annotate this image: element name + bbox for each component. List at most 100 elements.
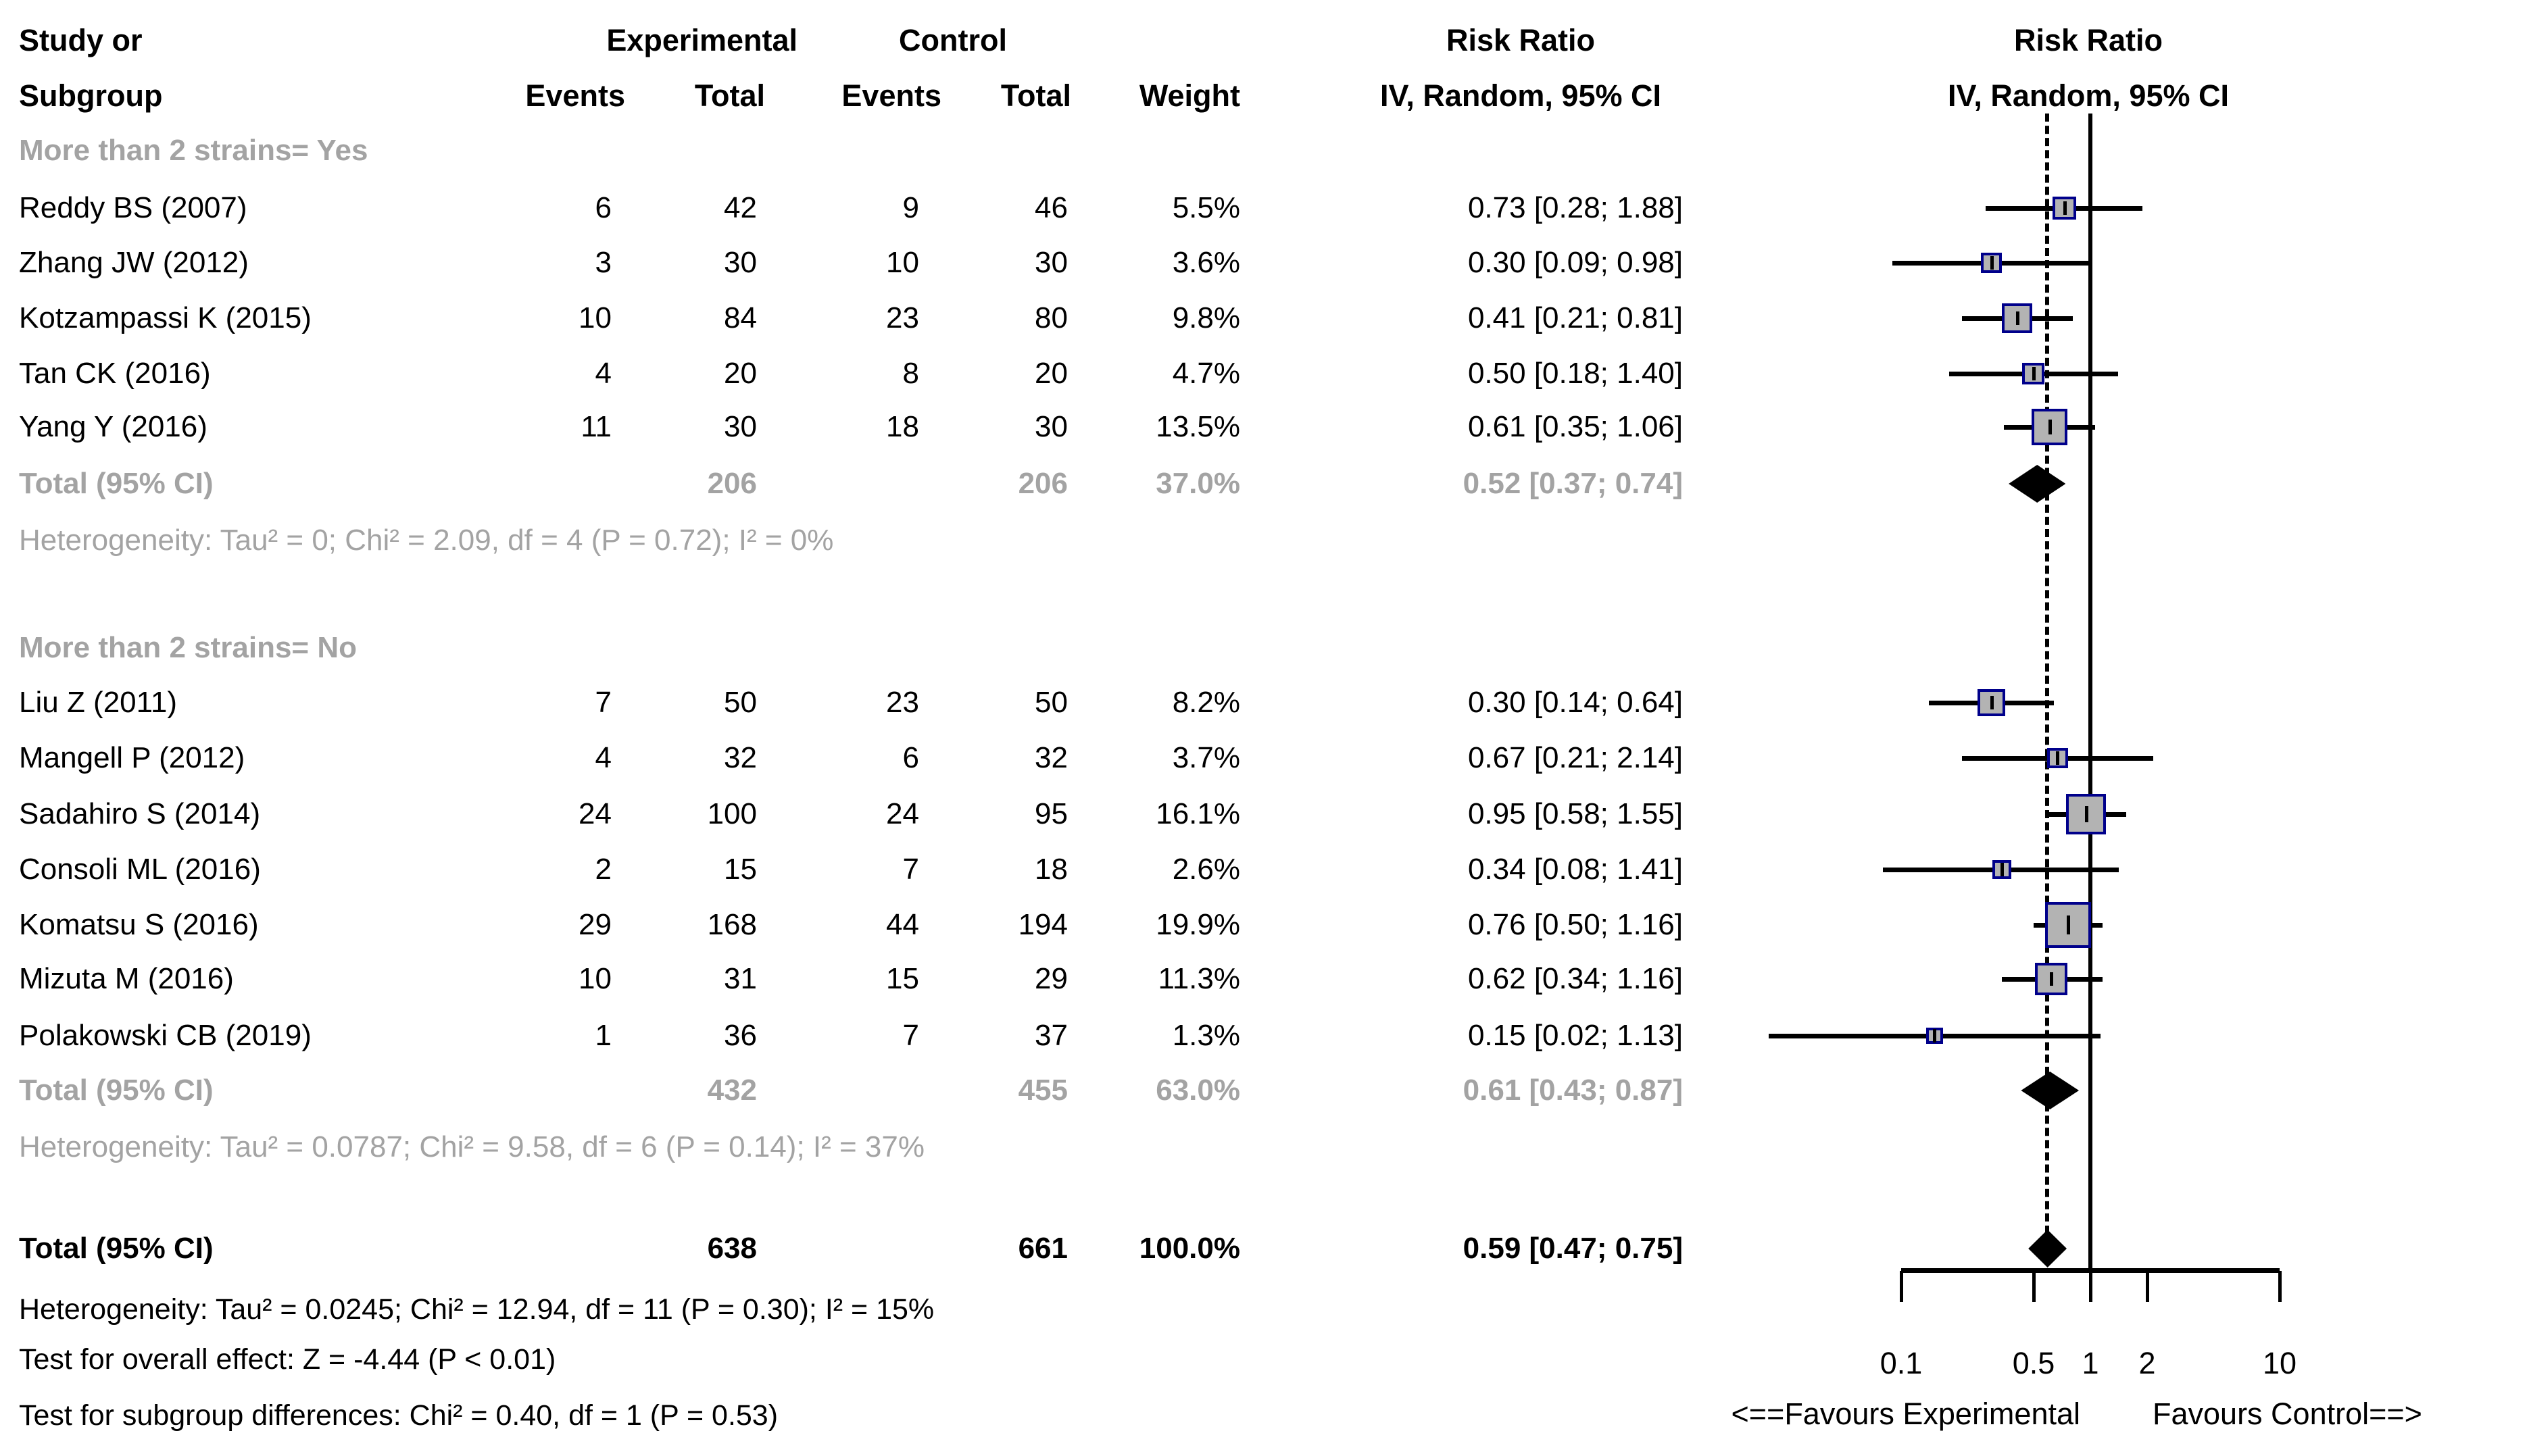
axis-line <box>1901 1268 2280 1273</box>
rr-ci-text: 0.62 [0.34; 1.16] <box>1467 962 1683 995</box>
null-line <box>2088 114 2092 1271</box>
point-estimate-tick <box>2084 805 2088 823</box>
exp-events: 1 <box>595 1019 612 1052</box>
exp-events: 6 <box>595 191 612 224</box>
header-riskratio-text: Risk Ratio <box>1446 23 1596 57</box>
axis-tick <box>2089 1271 2092 1302</box>
ctrl-events: 23 <box>886 301 919 334</box>
overall-weight: 100.0% <box>1139 1232 1240 1265</box>
exp-events: 11 <box>581 410 612 443</box>
header-study-line2: Subgroup <box>19 78 163 113</box>
favours-control-label: Favours Control==> <box>2153 1397 2422 1431</box>
favours-experimental-label: <==Favours Experimental <box>1731 1397 2080 1431</box>
exp-total: 84 <box>724 301 757 334</box>
study-name: Reddy BS (2007) <box>19 191 247 224</box>
overall-exp-total: 638 <box>707 1232 757 1265</box>
rr-ci-text: 0.41 [0.21; 0.81] <box>1467 301 1683 334</box>
exp-total: 100 <box>707 797 757 830</box>
ctrl-events: 44 <box>886 908 919 941</box>
ctrl-total: 46 <box>1035 191 1068 224</box>
axis-tick-label: 0.5 <box>2012 1346 2055 1380</box>
subtotal-rr-ci-text: 0.61 [0.43; 0.87] <box>1463 1074 1683 1107</box>
exp-total: 20 <box>724 357 757 390</box>
rr-ci-text: 0.50 [0.18; 1.40] <box>1467 357 1683 390</box>
ctrl-total: 30 <box>1035 410 1068 443</box>
ctrl-events: 15 <box>886 962 919 995</box>
subtotal-exp-total: 432 <box>707 1074 757 1107</box>
effect-square <box>1978 688 2006 717</box>
point-estimate-tick <box>2032 367 2036 380</box>
axis-tick <box>2032 1271 2036 1302</box>
header-ctrl-total: Total <box>1000 78 1071 113</box>
weight: 3.7% <box>1172 741 1240 774</box>
study-name: Polakowski CB (2019) <box>19 1019 312 1052</box>
weight: 8.2% <box>1172 686 1240 719</box>
weight: 16.1% <box>1156 797 1240 830</box>
axis-tick-label: 2 <box>2138 1346 2156 1380</box>
point-estimate-tick <box>2066 915 2070 935</box>
subtotal-label: Total (95% CI) <box>19 467 214 500</box>
ctrl-events: 24 <box>886 797 919 830</box>
header-ctrl-events: Events <box>841 78 941 113</box>
ctrl-events: 18 <box>886 410 919 443</box>
exp-total: 50 <box>724 686 757 719</box>
rr-ci-text: 0.76 [0.50; 1.16] <box>1467 908 1683 941</box>
subtotal-weight: 37.0% <box>1156 467 1240 500</box>
weight: 11.3% <box>1158 962 1241 995</box>
ctrl-events: 8 <box>902 357 919 390</box>
heterogeneity-yes: Heterogeneity: Tau² = 0; Chi² = 2.09, df… <box>19 524 834 557</box>
ctrl-total: 29 <box>1035 962 1068 995</box>
ctrl-events: 7 <box>902 1019 919 1052</box>
subtotal-ctrl-total: 455 <box>1018 1074 1068 1107</box>
point-estimate-tick <box>2048 419 2052 435</box>
point-estimate-tick <box>2049 972 2053 986</box>
weight: 2.6% <box>1172 853 1240 886</box>
exp-events: 7 <box>595 686 612 719</box>
axis-tick-label: 1 <box>2082 1346 2099 1380</box>
test-overall-effect: Test for overall effect: Z = -4.44 (P < … <box>19 1343 556 1376</box>
axis-tick <box>2146 1271 2150 1302</box>
exp-events: 10 <box>579 962 612 995</box>
point-estimate-tick <box>2063 201 2067 215</box>
ctrl-events: 23 <box>886 686 919 719</box>
exp-total: 30 <box>724 246 757 279</box>
subtotal-weight: 63.0% <box>1156 1074 1240 1107</box>
exp-total: 15 <box>724 853 757 886</box>
ctrl-total: 80 <box>1035 301 1068 334</box>
exp-events: 4 <box>595 741 612 774</box>
ctrl-total: 18 <box>1035 853 1068 886</box>
point-estimate-tick <box>2056 751 2060 765</box>
point-estimate-tick <box>1933 1029 1937 1043</box>
point-estimate-tick <box>1990 696 1994 709</box>
study-name: Kotzampassi K (2015) <box>19 301 312 334</box>
overall-rr-ci-text: 0.59 [0.47; 0.75] <box>1463 1232 1683 1265</box>
study-name: Mangell P (2012) <box>19 741 245 774</box>
ctrl-events: 9 <box>902 191 919 224</box>
exp-total: 31 <box>724 962 757 995</box>
exp-events: 3 <box>595 246 612 279</box>
study-name: Liu Z (2011) <box>19 686 177 719</box>
subtotal-label: Total (95% CI) <box>19 1074 214 1107</box>
header-weight: Weight <box>1139 78 1240 113</box>
rr-ci-text: 0.34 [0.08; 1.41] <box>1467 853 1683 886</box>
heterogeneity-overall: Heterogeneity: Tau² = 0.0245; Chi² = 12.… <box>19 1293 935 1326</box>
weight: 9.8% <box>1172 301 1240 334</box>
axis-tick <box>1900 1271 1903 1302</box>
ctrl-events: 10 <box>886 246 919 279</box>
effect-square <box>1981 252 2002 274</box>
ctrl-total: 32 <box>1035 741 1068 774</box>
exp-events: 24 <box>579 797 612 830</box>
header-study-line1: Study or <box>19 23 143 57</box>
exp-total: 168 <box>707 908 757 941</box>
study-name: Tan CK (2016) <box>19 357 211 390</box>
header-model-text: IV, Random, 95% CI <box>1380 78 1661 113</box>
ctrl-total: 194 <box>1018 908 1068 941</box>
weight: 4.7% <box>1172 357 1240 390</box>
exp-total: 30 <box>724 410 757 443</box>
exp-events: 10 <box>579 301 612 334</box>
exp-events: 2 <box>595 853 612 886</box>
exp-total: 32 <box>724 741 757 774</box>
rr-ci-text: 0.61 [0.35; 1.06] <box>1467 410 1683 443</box>
header-exp-total: Total <box>694 78 765 113</box>
